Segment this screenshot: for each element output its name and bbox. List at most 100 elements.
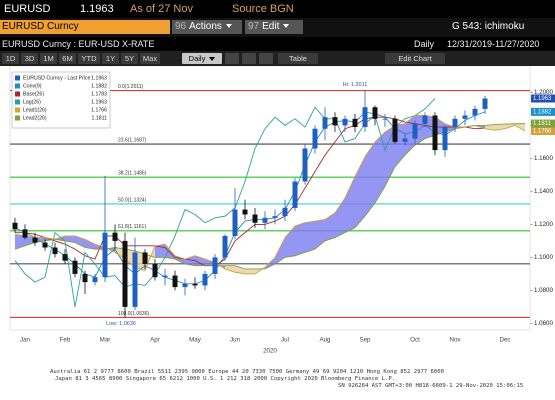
candle-body: [282, 207, 288, 217]
candle-body: [72, 260, 78, 274]
candle-body: [332, 117, 338, 126]
value-tag: [531, 94, 555, 103]
line: [14, 115, 526, 275]
legend-swatch: [15, 83, 20, 89]
candle-body: [432, 115, 438, 151]
menu-number: 97: [248, 21, 260, 32]
period-button[interactable]: 6M: [59, 53, 76, 64]
candle-body: [202, 273, 208, 286]
candle-body: [442, 127, 448, 151]
x-tick-label: Sep: [359, 337, 371, 344]
legend-value: 1.1963: [91, 99, 107, 105]
footer-line: SN 926264 AST GMT+3:00 H818-6609-1 29-No…: [338, 383, 524, 389]
cloud: [305, 221, 315, 253]
level-label: 38.2(1.1486): [118, 171, 147, 177]
candle-body: [192, 283, 198, 286]
candle-body: [12, 222, 18, 230]
candle-body: [392, 118, 398, 142]
legend-value: 1.1811: [92, 115, 108, 121]
icon-button[interactable]: [259, 53, 273, 64]
candle-body: [422, 115, 428, 124]
x-tick-label: May: [189, 337, 202, 344]
legend-box: [11, 71, 111, 129]
candle-body: [322, 117, 328, 129]
legend-value: 1.1766: [91, 107, 107, 113]
x-tick-label: Nov: [449, 337, 461, 344]
legend-label: Lead2(26): [23, 115, 47, 121]
candle-body: [182, 283, 188, 288]
cloud: [245, 268, 255, 274]
button-bar: Daily Table Edit Chart 1D 3D 1M 6M YTD 1Y 5Y Ma…: [0, 51, 555, 66]
value-tag: [531, 107, 555, 116]
x-tick-label: Feb: [60, 337, 71, 344]
x-tick-label: Jul: [281, 337, 289, 344]
candle-body: [22, 229, 28, 238]
candle-body: [292, 181, 298, 208]
level-label: 23.6(1.1687): [118, 137, 147, 143]
candle-body: [112, 232, 118, 241]
period-button[interactable]: YTD: [78, 53, 100, 64]
icon-button[interactable]: [225, 53, 239, 64]
frequency: Daily: [414, 39, 435, 49]
period-button[interactable]: 3D: [21, 53, 38, 64]
level-label: 100.0(1.0636): [118, 311, 149, 317]
candle-body: [302, 148, 308, 182]
y-tick-label: 1.1600: [534, 155, 553, 162]
legend-value: 1.1882: [91, 83, 107, 89]
candle-body: [102, 232, 108, 278]
footer: Australia 61 2 9777 8600 Brazil 5511 239…: [0, 366, 555, 400]
footer-line: Australia 61 2 9777 8600 Brazil 5511 239…: [50, 369, 445, 375]
cloud: [85, 239, 95, 250]
edit-menu[interactable]: 97 Edit: [245, 20, 303, 34]
edit-chart-button[interactable]: Edit Chart: [385, 53, 445, 64]
cloud: [335, 198, 345, 238]
candle-body: [402, 138, 408, 142]
cloud: [325, 212, 335, 241]
cloud: [285, 226, 295, 258]
frequency-dropdown[interactable]: Daily: [182, 53, 222, 64]
cloud: [235, 265, 245, 274]
x-tick-label: Dec: [499, 337, 510, 344]
command-bar: EURUSD Curncy 96 Actions 97 Edit G 543: ic…: [0, 18, 555, 37]
candle-body: [62, 254, 68, 261]
x-axis-label: 2020: [263, 348, 277, 355]
footer-line: Japan 81 3 4565 8900 Singapore 65 6212 1…: [55, 376, 396, 382]
menu-label: Actions: [189, 21, 222, 32]
period-button[interactable]: Max: [140, 53, 160, 64]
candle-body: [472, 108, 478, 116]
period-button[interactable]: 1Y: [102, 53, 119, 64]
value-tag-label: 1.1811: [533, 121, 552, 127]
dropdown-label: Daily: [188, 54, 206, 63]
candle-body: [122, 240, 128, 307]
legend-value: 1.1963: [91, 75, 107, 81]
period-button[interactable]: 1M: [40, 53, 57, 64]
period-button[interactable]: 1D: [2, 53, 19, 64]
line: [14, 123, 526, 270]
y-tick-label: 1.1400: [534, 188, 553, 195]
period-button[interactable]: 5Y: [121, 53, 138, 64]
x-tick-label: Jan: [20, 337, 31, 344]
cloud: [365, 141, 375, 217]
cloud: [315, 219, 325, 250]
candle-body: [132, 252, 138, 307]
candle-body: [382, 118, 388, 120]
cloud: [345, 176, 355, 233]
cloud: [375, 132, 385, 203]
candle-body: [212, 257, 218, 274]
candle-body: [252, 214, 258, 223]
cloud: [295, 222, 305, 256]
y-tick-label: 1.1000: [534, 254, 553, 261]
security-input[interactable]: EURUSD Curncy: [0, 20, 170, 34]
candle-body: [32, 237, 38, 243]
table-button[interactable]: Table: [278, 53, 318, 64]
legend-value: 1.1783: [91, 91, 107, 97]
y-tick-label: 1.2000: [534, 89, 553, 96]
icon-button[interactable]: [242, 53, 256, 64]
source: Source BGN: [232, 3, 294, 15]
actions-menu[interactable]: 96 Actions: [172, 20, 242, 34]
as-of: As of 27 Nov: [130, 3, 193, 15]
sub-header: EURUSD Curncy : EUR-USD X-RATE Daily 12/…: [0, 37, 555, 51]
candle-body: [82, 273, 88, 283]
x-tick-label: Oct: [410, 337, 420, 344]
